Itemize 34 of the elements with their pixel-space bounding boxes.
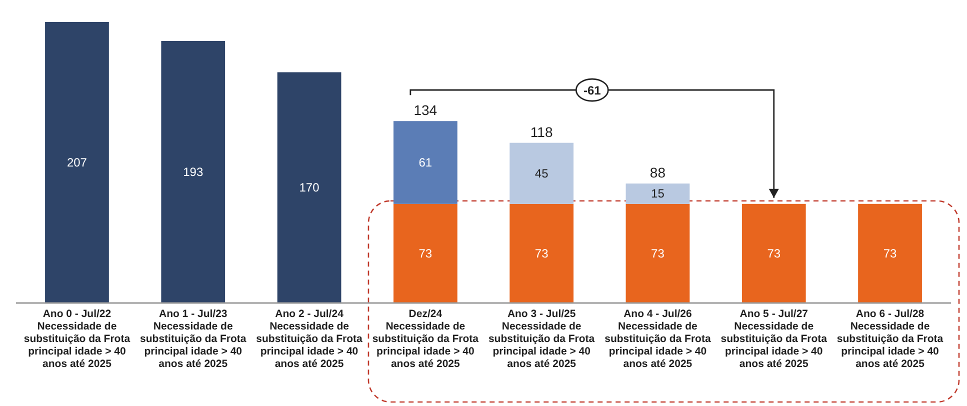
- bar: [742, 204, 806, 303]
- bar: [393, 204, 458, 303]
- bar: [626, 204, 690, 303]
- x-tick-label: Ano 1 - Jul/23 Necessidade de substituição da Frota principal idade > 40 anos até 2025: [140, 308, 246, 370]
- data-label: 73: [651, 246, 665, 260]
- data-label: 61: [418, 156, 432, 170]
- bar: [161, 41, 226, 303]
- data-label: 73: [534, 246, 549, 260]
- bar: [393, 121, 458, 204]
- total-label: 134: [414, 102, 438, 118]
- x-tick-label: Dez/24 Necessidade de substituição da Frota principal idade > 40 anos até 2025: [372, 308, 479, 370]
- data-label: 73: [883, 246, 898, 260]
- bar: [277, 72, 342, 303]
- x-tick-label: Ano 2 - Jul/24 Necessidade de substituição da Frota principal idade > 40 anos até 2025: [256, 308, 363, 370]
- data-label: 73: [767, 246, 781, 260]
- total-label: 88: [650, 164, 666, 181]
- data-label: 15: [651, 186, 665, 201]
- bar: [858, 204, 922, 303]
- x-tick-label: Ano 6 - Jul/28 Necessidade de substituição da Frota principal idade > 40 anos até 2025: [836, 308, 944, 370]
- total-label: 118: [530, 124, 553, 140]
- data-label: 45: [534, 166, 549, 180]
- bar: [510, 204, 574, 303]
- bar: [510, 142, 574, 204]
- x-tick-label: Ano 5 - Jul/27 Necessidade de substituição da Frota principal idade > 40 anos até 2025: [720, 308, 828, 370]
- bar: [626, 184, 690, 204]
- x-tick-label: Ano 4 - Jul/26 Necessidade de substituição da Frota principal idade > 40 anos até 2025: [604, 308, 711, 370]
- bar: [45, 22, 109, 303]
- annotation: -61: [583, 84, 602, 98]
- data-label: 170: [299, 180, 320, 195]
- x-tick-label: Ano 3 - Jul/25 Necessidade de substituição da Frota principal idade > 40 anos até 2025: [488, 308, 595, 370]
- x-tick-label: Ano 0 - Jul/22 Necessidade de substituição da Frota principal idade > 40 anos até 2025: [24, 308, 130, 370]
- data-label: 73: [418, 246, 432, 260]
- data-label: 207: [66, 156, 88, 170]
- data-label: 193: [183, 165, 204, 179]
